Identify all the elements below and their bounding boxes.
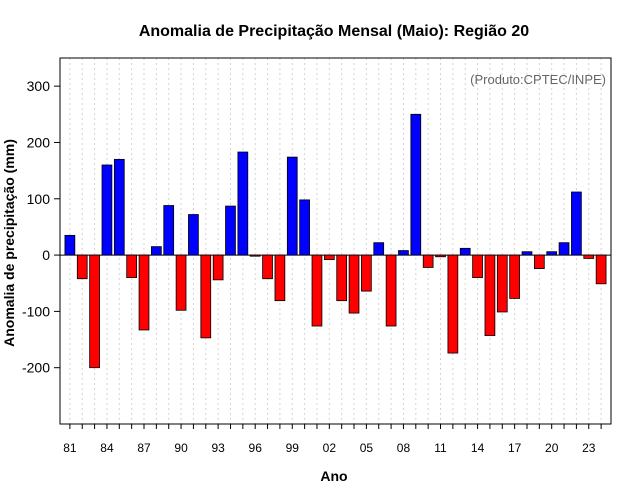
bar-04: [348, 254, 360, 314]
x-tick-label-08: 08: [397, 441, 411, 455]
chart-title: Anomalia de Precipitação Mensal (Maio): …: [139, 23, 529, 40]
bar-18: [521, 251, 533, 256]
bar-21: [558, 242, 570, 256]
bar-92: [200, 254, 212, 339]
bar-11: [435, 254, 446, 258]
bar-22: [571, 191, 582, 256]
bar-13: [459, 247, 471, 256]
x-tick-label-02: 02: [323, 441, 337, 455]
y-tick-label--100: -100: [22, 303, 50, 319]
plot-frame: [59, 57, 612, 425]
x-tick-label-81: 81: [63, 441, 77, 455]
bar-86: [126, 254, 137, 278]
bar-14: [472, 254, 483, 278]
bar-24: [595, 254, 607, 285]
bar-88: [151, 246, 162, 256]
bar-89: [163, 205, 175, 256]
x-tick-label-84: 84: [100, 441, 114, 455]
bar-96: [249, 254, 261, 257]
bar-15: [484, 254, 496, 336]
x-tick-label-87: 87: [137, 441, 151, 455]
bar-07: [385, 254, 397, 327]
bar-20: [546, 251, 558, 256]
bar-91: [188, 214, 199, 256]
bar-08: [398, 250, 409, 256]
bar-00: [299, 199, 310, 256]
bar-09: [410, 113, 422, 256]
bar-16: [496, 254, 508, 313]
bar-84: [101, 164, 113, 256]
bar-83: [89, 254, 100, 369]
x-tick-label-23: 23: [582, 441, 596, 455]
x-axis-label: Ano: [320, 468, 347, 484]
bar-19: [534, 254, 545, 269]
y-tick-label-0: 0: [42, 247, 50, 263]
bar-01: [311, 254, 323, 327]
x-tick-label-17: 17: [508, 441, 522, 455]
bar-97: [262, 254, 273, 280]
x-tick-label-96: 96: [249, 441, 263, 455]
y-tick-label-100: 100: [27, 191, 51, 207]
x-tick-label-20: 20: [545, 441, 559, 455]
x-tick-label-99: 99: [286, 441, 300, 455]
x-tick-label-93: 93: [211, 441, 225, 455]
bar-12: [447, 254, 459, 354]
bar-17: [509, 254, 520, 299]
bar-98: [274, 254, 286, 302]
bar-06: [373, 242, 385, 256]
bars: [64, 113, 607, 369]
bar-10: [422, 254, 434, 268]
bar-82: [76, 254, 88, 280]
bar-99: [286, 156, 298, 256]
bar-95: [237, 151, 249, 256]
x-tick-label-90: 90: [174, 441, 188, 455]
x-axis: 81 84 87 90 93 96 99 02 05 08 11 14 17 20 23: [63, 424, 602, 455]
y-tick-label-300: 300: [27, 78, 51, 94]
bar-23: [583, 254, 595, 259]
bar-81: [64, 234, 76, 256]
y-axis-label: Anomalia de precipitação (mm): [1, 139, 17, 347]
bar-90: [175, 254, 187, 311]
x-tick-label-14: 14: [471, 441, 485, 455]
bar-85: [113, 158, 125, 256]
bar-05: [361, 254, 372, 292]
annotation: (Produto:CPTEC/INPE): [470, 72, 606, 87]
y-tick-label-200: 200: [27, 134, 51, 150]
bar-94: [225, 205, 236, 256]
bar-87: [138, 254, 150, 331]
bar-02: [323, 254, 335, 260]
bar-93: [212, 254, 224, 281]
x-tick-label-11: 11: [434, 441, 447, 455]
x-tick-label-05: 05: [360, 441, 374, 455]
y-tick-label--200: -200: [22, 360, 50, 376]
grid-lines: [69, 58, 602, 424]
bar-03: [336, 254, 348, 302]
y-axis: -200 -100 0 100 200 300: [22, 78, 60, 376]
